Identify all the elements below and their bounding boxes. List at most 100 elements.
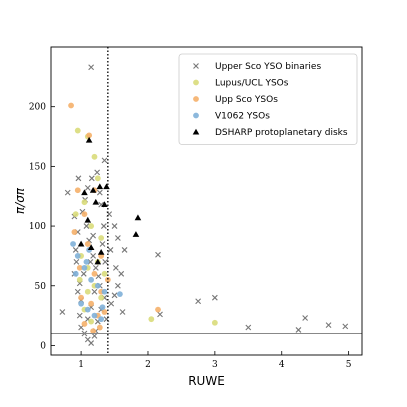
legend: Upper Sco YSO binaries Lupus/UCL YSOs Upp … (178, 53, 358, 145)
data-point-0-54 (73, 258, 80, 265)
x-tick-label: 5 (346, 360, 352, 370)
legend-marker (193, 112, 199, 119)
data-point-4-9 (132, 231, 140, 237)
data-point-2-16 (76, 264, 83, 271)
data-point-2-0 (68, 102, 74, 109)
data-point-2-11 (155, 306, 161, 313)
data-point-2-1 (86, 132, 93, 139)
data-point-0-9 (302, 315, 309, 321)
data-point-1-3 (94, 175, 101, 182)
data-point-3-8 (91, 312, 98, 319)
data-point-2-5 (91, 270, 98, 277)
data-point-0-8 (295, 327, 302, 333)
data-point-0-6 (211, 294, 218, 301)
data-point-2-13 (71, 229, 78, 235)
data-point-0-37 (92, 264, 99, 271)
data-point-3-14 (99, 304, 106, 311)
data-point-3-13 (83, 258, 90, 265)
data-point-0-11 (342, 323, 349, 330)
data-point-0-63 (75, 175, 82, 182)
data-point-3-2 (81, 264, 88, 271)
y-tick-label: 100 (29, 222, 46, 232)
data-point-0-1 (64, 189, 71, 196)
data-point-0-14 (114, 235, 121, 241)
data-point-0-10 (325, 322, 332, 329)
data-point-4-10 (77, 240, 85, 247)
data-point-0-45 (94, 169, 101, 176)
data-point-0-40 (83, 223, 90, 229)
legend-box (178, 53, 358, 145)
y-tick-label: 200 (29, 103, 46, 113)
data-point-2-2 (74, 187, 81, 194)
data-point-3-3 (88, 276, 95, 283)
legend-marker (193, 96, 199, 102)
data-point-2-18 (90, 328, 97, 335)
data-point-1-17 (76, 276, 83, 283)
x-tick-label: 4 (279, 360, 285, 370)
data-point-0-32 (91, 333, 98, 339)
data-point-0-5 (195, 298, 202, 305)
data-point-0-58 (102, 258, 109, 265)
x-tick-label: 1 (78, 360, 84, 370)
data-point-0-62 (96, 189, 103, 196)
data-point-0-3 (59, 309, 66, 315)
data-point-0-44 (88, 175, 95, 182)
legend-label: DSHARP protoplanetary disks (215, 128, 348, 138)
data-point-0-4 (155, 251, 161, 258)
data-point-0-61 (90, 232, 97, 239)
data-point-2-7 (78, 294, 84, 301)
data-point-2-19 (96, 324, 103, 331)
x-tick-label: 3 (212, 360, 218, 370)
y-axis-label: π/σπ (13, 187, 27, 214)
data-point-1-13 (148, 316, 155, 323)
data-point-0-56 (80, 270, 87, 277)
y-tick-label: 50 (35, 282, 47, 292)
data-point-0-17 (114, 282, 121, 289)
data-point-3-0 (70, 241, 76, 247)
data-point-0-16 (118, 270, 125, 277)
legend-item: V1062 YSOs (193, 112, 270, 122)
data-point-0-15 (121, 247, 128, 253)
legend-label: Upper Sco YSO binaries (215, 62, 321, 72)
data-point-0-48 (99, 241, 106, 247)
data-point-4-13 (94, 258, 102, 265)
legend-label: Lupus/UCL YSOs (215, 79, 289, 89)
legend-marker (193, 79, 199, 86)
plot-frame (50, 46, 363, 356)
data-point-3-5 (101, 288, 108, 295)
data-point-3-9 (98, 316, 105, 323)
reference-lines (51, 47, 362, 355)
data-point-3-10 (72, 270, 79, 277)
data-point-0-65 (107, 247, 114, 253)
data-point-0-21 (112, 264, 119, 271)
data-point-0-31 (88, 340, 95, 346)
data-point-0-43 (84, 184, 91, 191)
data-point-0-12 (157, 311, 163, 318)
data-point-0-24 (72, 247, 79, 253)
data-point-1-10 (98, 294, 105, 301)
data-point-1-5 (88, 223, 95, 229)
data-point-4-1 (96, 183, 104, 190)
legend-marker (193, 63, 199, 69)
data-point-0-13 (111, 223, 118, 229)
data-point-4-11 (87, 244, 95, 251)
data-point-1-0 (74, 127, 81, 134)
data-point-1-6 (98, 235, 105, 241)
data-point-0-19 (108, 300, 115, 307)
data-point-4-12 (97, 249, 105, 255)
legend-label: Upp Sco YSOs (215, 95, 278, 105)
data-point-2-17 (104, 276, 111, 283)
legend-item: Upper Sco YSO binaries (193, 62, 321, 72)
data-point-3-1 (74, 253, 81, 259)
data-point-1-18 (101, 270, 108, 277)
legend-marker (192, 128, 200, 135)
data-point-4-7 (84, 216, 92, 223)
data-point-1-4 (81, 199, 88, 206)
data-point-1-19 (84, 288, 91, 295)
y-tick-label: 0 (40, 341, 46, 351)
x-axis-label: RUWE (188, 374, 225, 388)
data-point-1-2 (91, 153, 98, 160)
data-point-2-10 (101, 309, 108, 315)
data-point-4-4 (89, 186, 97, 193)
